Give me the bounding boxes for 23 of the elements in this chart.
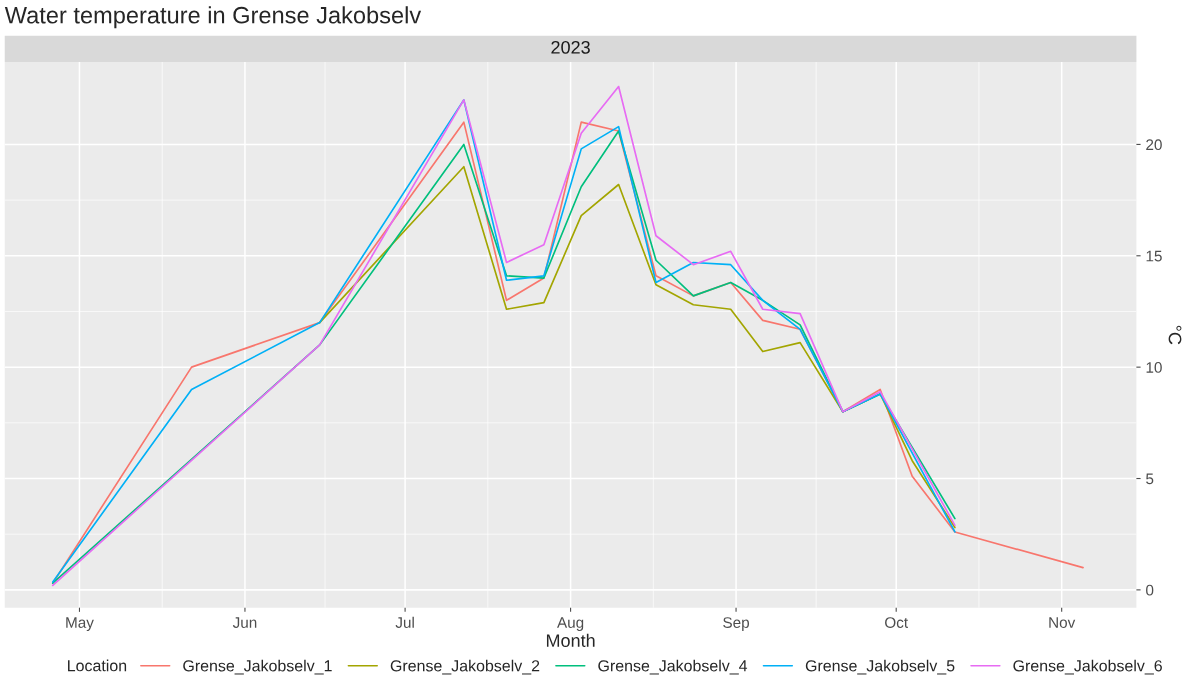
x-tick-label: Jul xyxy=(395,616,414,628)
legend-label: Grense_Jakobselv_2 xyxy=(390,659,540,675)
x-tick-label: Aug xyxy=(557,617,584,631)
y-tick-label: 10 xyxy=(1146,362,1162,373)
y-tick-label: 20 xyxy=(1146,139,1162,151)
y-tick-label: 15 xyxy=(1146,250,1162,262)
x-tick-label: May xyxy=(66,617,94,631)
y-tick-label: 5 xyxy=(1146,473,1154,485)
x-axis-title: Month xyxy=(546,633,595,648)
x-tick-label: Oct xyxy=(885,617,908,628)
legend-title: Location xyxy=(68,659,127,672)
legend-label: Grense_Jakobselv_4 xyxy=(598,659,748,675)
legend-label: Grense_Jakobselv_1 xyxy=(183,659,332,675)
legend-label: Grense_Jakobselv_6 xyxy=(1013,659,1162,675)
x-tick-label: Jun xyxy=(232,617,257,628)
chart-subtitle: 2023 xyxy=(551,40,590,54)
chart-title: Water temperature in Grense Jakobselv xyxy=(4,6,422,29)
x-tick-label: Nov xyxy=(1049,617,1076,628)
legend-label: Grense_Jakobselv_5 xyxy=(805,659,955,675)
line-series xyxy=(318,165,956,529)
y-tick-label: 0 xyxy=(1146,584,1154,596)
y-axis-title: °C xyxy=(1168,325,1182,345)
x-tick-label: Sep xyxy=(723,617,750,631)
